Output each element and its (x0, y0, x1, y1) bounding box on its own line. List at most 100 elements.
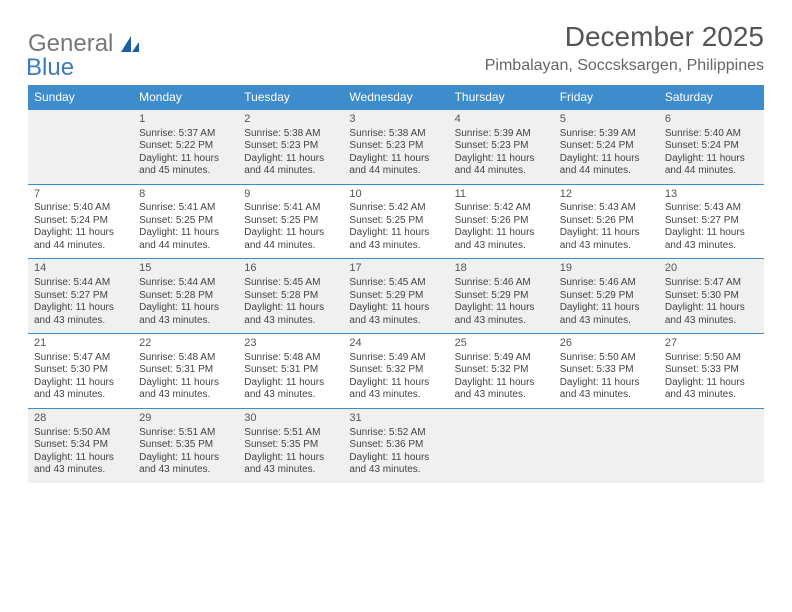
calendar-day-cell: 4Sunrise: 5:39 AMSunset: 5:23 PMDaylight… (449, 109, 554, 184)
calendar-empty-cell (449, 408, 554, 482)
day-info-line: Daylight: 11 hours (349, 153, 442, 166)
day-number: 17 (349, 262, 442, 276)
day-info-line: Sunset: 5:26 PM (560, 215, 653, 228)
day-info-line: Sunrise: 5:40 AM (665, 128, 758, 141)
day-info-line: Sunset: 5:24 PM (665, 140, 758, 153)
brand-word-2: Blue (26, 54, 74, 82)
day-info-line: Sunset: 5:28 PM (244, 290, 337, 303)
day-info-line: Daylight: 11 hours (34, 377, 127, 390)
sail-icon (119, 34, 141, 54)
day-info-line: and 45 minutes. (139, 165, 232, 178)
calendar-week-row: 7Sunrise: 5:40 AMSunset: 5:24 PMDaylight… (28, 184, 764, 259)
day-info-line: Daylight: 11 hours (665, 302, 758, 315)
day-info-line: Sunset: 5:24 PM (560, 140, 653, 153)
day-number: 9 (244, 188, 337, 202)
day-info-line: Sunrise: 5:44 AM (34, 277, 127, 290)
weekday-header-row: SundayMondayTuesdayWednesdayThursdayFrid… (28, 85, 764, 110)
day-info-line: Sunrise: 5:38 AM (349, 128, 442, 141)
day-info-line: Daylight: 11 hours (349, 377, 442, 390)
day-info-line: and 43 minutes. (244, 315, 337, 328)
day-number: 16 (244, 262, 337, 276)
day-number: 15 (139, 262, 232, 276)
day-info-line: Sunrise: 5:48 AM (244, 352, 337, 365)
day-info-line: and 44 minutes. (665, 165, 758, 178)
day-info-line: Daylight: 11 hours (139, 452, 232, 465)
brand-logo: General Blue (28, 30, 141, 58)
day-info-line: Sunrise: 5:38 AM (244, 128, 337, 141)
calendar-day-cell: 28Sunrise: 5:50 AMSunset: 5:34 PMDayligh… (28, 408, 133, 482)
day-info-line: Sunset: 5:35 PM (244, 439, 337, 452)
day-info-line: Sunset: 5:24 PM (34, 215, 127, 228)
day-number: 2 (244, 113, 337, 127)
calendar-empty-cell (659, 408, 764, 482)
day-info-line: and 43 minutes. (349, 389, 442, 402)
day-number: 26 (560, 337, 653, 351)
day-info-line: Sunset: 5:30 PM (34, 364, 127, 377)
day-info-line: Daylight: 11 hours (139, 153, 232, 166)
day-info-line: and 43 minutes. (139, 315, 232, 328)
page-subtitle: Pimbalayan, Soccsksargen, Philippines (28, 57, 764, 75)
calendar-empty-cell (28, 109, 133, 184)
day-info-line: and 43 minutes. (665, 240, 758, 253)
day-info-line: Daylight: 11 hours (665, 377, 758, 390)
day-info-line: Sunset: 5:32 PM (349, 364, 442, 377)
calendar-day-cell: 19Sunrise: 5:46 AMSunset: 5:29 PMDayligh… (554, 259, 659, 334)
day-info-line: Sunset: 5:29 PM (349, 290, 442, 303)
day-info-line: Sunrise: 5:44 AM (139, 277, 232, 290)
day-number: 6 (665, 113, 758, 127)
day-info-line: Sunrise: 5:46 AM (560, 277, 653, 290)
day-info-line: and 43 minutes. (665, 389, 758, 402)
day-number: 7 (34, 188, 127, 202)
day-number: 8 (139, 188, 232, 202)
day-number: 29 (139, 412, 232, 426)
day-info-line: Sunset: 5:31 PM (139, 364, 232, 377)
calendar-day-cell: 14Sunrise: 5:44 AMSunset: 5:27 PMDayligh… (28, 259, 133, 334)
day-info-line: Sunset: 5:22 PM (139, 140, 232, 153)
day-info-line: Sunset: 5:25 PM (349, 215, 442, 228)
calendar-day-cell: 7Sunrise: 5:40 AMSunset: 5:24 PMDaylight… (28, 184, 133, 259)
day-info-line: Sunset: 5:23 PM (349, 140, 442, 153)
day-info-line: Daylight: 11 hours (349, 452, 442, 465)
day-info-line: and 43 minutes. (560, 389, 653, 402)
day-info-line: and 43 minutes. (560, 315, 653, 328)
day-info-line: Sunset: 5:36 PM (349, 439, 442, 452)
day-info-line: Sunset: 5:25 PM (244, 215, 337, 228)
day-info-line: Daylight: 11 hours (455, 227, 548, 240)
calendar-day-cell: 3Sunrise: 5:38 AMSunset: 5:23 PMDaylight… (343, 109, 448, 184)
calendar-day-cell: 20Sunrise: 5:47 AMSunset: 5:30 PMDayligh… (659, 259, 764, 334)
day-info-line: and 43 minutes. (560, 240, 653, 253)
day-number: 12 (560, 188, 653, 202)
calendar-week-row: 14Sunrise: 5:44 AMSunset: 5:27 PMDayligh… (28, 259, 764, 334)
day-info-line: Sunset: 5:29 PM (455, 290, 548, 303)
day-info-line: Daylight: 11 hours (139, 377, 232, 390)
day-info-line: and 44 minutes. (455, 165, 548, 178)
weekday-header: Saturday (659, 85, 764, 110)
day-info-line: and 44 minutes. (34, 240, 127, 253)
day-info-line: Sunrise: 5:43 AM (560, 202, 653, 215)
day-info-line: Sunset: 5:34 PM (34, 439, 127, 452)
calendar-day-cell: 10Sunrise: 5:42 AMSunset: 5:25 PMDayligh… (343, 184, 448, 259)
day-info-line: and 43 minutes. (244, 464, 337, 477)
calendar-week-row: 28Sunrise: 5:50 AMSunset: 5:34 PMDayligh… (28, 408, 764, 482)
day-info-line: Daylight: 11 hours (349, 302, 442, 315)
weekday-header: Monday (133, 85, 238, 110)
calendar-day-cell: 23Sunrise: 5:48 AMSunset: 5:31 PMDayligh… (238, 334, 343, 409)
day-number: 18 (455, 262, 548, 276)
day-info-line: Sunrise: 5:42 AM (455, 202, 548, 215)
day-info-line: and 44 minutes. (244, 240, 337, 253)
day-info-line: Sunrise: 5:51 AM (139, 427, 232, 440)
calendar-day-cell: 12Sunrise: 5:43 AMSunset: 5:26 PMDayligh… (554, 184, 659, 259)
day-info-line: Daylight: 11 hours (560, 377, 653, 390)
day-number: 25 (455, 337, 548, 351)
day-info-line: Sunrise: 5:52 AM (349, 427, 442, 440)
calendar-day-cell: 5Sunrise: 5:39 AMSunset: 5:24 PMDaylight… (554, 109, 659, 184)
weekday-header: Sunday (28, 85, 133, 110)
day-info-line: Daylight: 11 hours (349, 227, 442, 240)
day-info-line: Sunset: 5:30 PM (665, 290, 758, 303)
day-info-line: Daylight: 11 hours (560, 302, 653, 315)
day-info-line: and 43 minutes. (455, 315, 548, 328)
day-info-line: Sunrise: 5:49 AM (349, 352, 442, 365)
day-number: 31 (349, 412, 442, 426)
day-info-line: Sunrise: 5:45 AM (349, 277, 442, 290)
calendar-day-cell: 18Sunrise: 5:46 AMSunset: 5:29 PMDayligh… (449, 259, 554, 334)
